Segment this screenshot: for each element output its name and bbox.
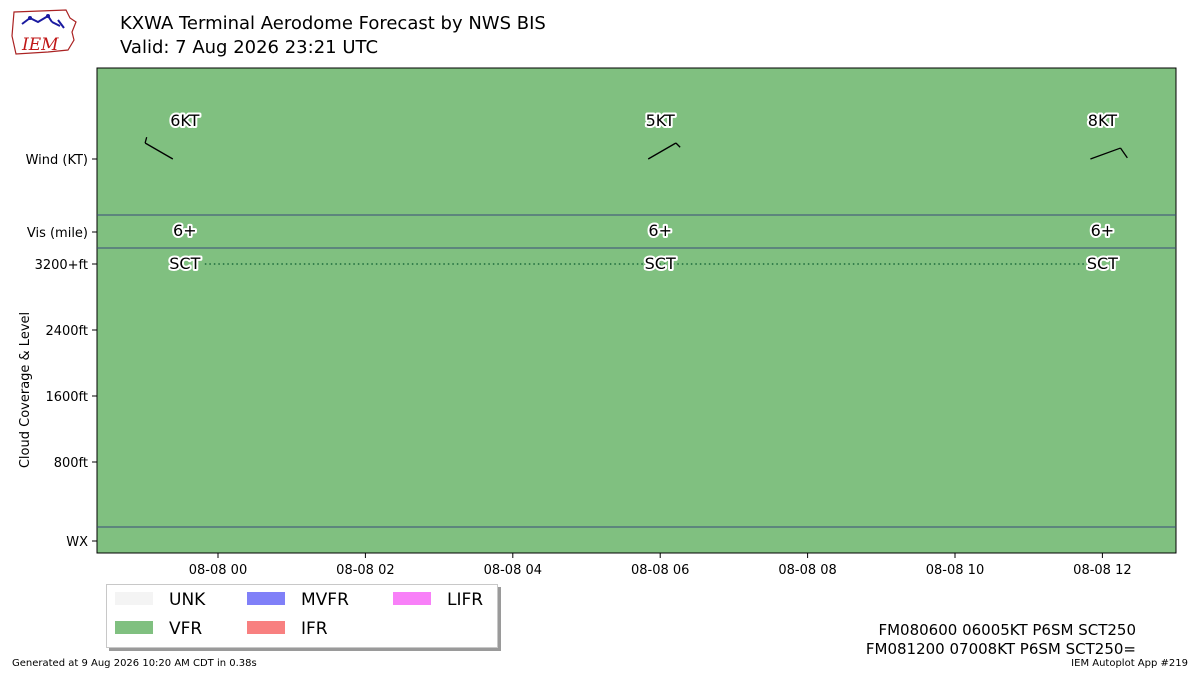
y-axis-label: Cloud Coverage & Level [18,312,33,468]
x-tick-label: 08-08 00 [189,563,247,578]
legend-item-lifr: LIFR [393,590,483,610]
legend-swatch-unk [115,592,153,605]
title-line-1: KXWA Terminal Aerodome Forecast by NWS B… [120,13,546,34]
legend-swatch-ifr [247,621,285,634]
legend: UNK MVFR LIFR VFR IFR [106,584,498,648]
legend-item-ifr: IFR [247,619,328,639]
x-tick-label: 08-08 02 [336,563,394,578]
x-axis: 08-08 00 08-08 02 08-08 04 08-08 06 08-08 08… [189,553,1132,578]
cloud-label: SCT [1087,254,1118,273]
wind-label: 8KT [1088,111,1117,130]
taf-line-2: FM081200 07008KT P6SM SCT250= [865,640,1136,658]
visibility-label: 6+ [648,221,672,240]
forecast-2: 8KT 6+ SCT [1085,109,1128,275]
wind-label: 6KT [170,111,199,130]
legend-label-mvfr: MVFR [301,590,349,610]
x-tick-label: 08-08 10 [926,563,984,578]
wind-barb-staff [144,142,174,160]
wind-barb-flag [675,142,681,148]
wind-barb-flag [144,137,148,144]
legend-label-unk: UNK [169,590,206,610]
legend-label-ifr: IFR [301,619,328,639]
chart-title: KXWA Terminal Aerodome Forecast by NWS B… [120,12,546,60]
y-tick-label: 3200+ft [35,258,88,273]
legend-label-vfr: VFR [169,619,203,639]
y-tick-label: Vis (mile) [27,226,88,241]
legend-swatch-lifr [393,592,431,605]
legend-item-vfr: VFR [115,619,202,639]
legend-swatch-vfr [115,621,153,634]
y-axis: Wind (KT) Vis (mile) 3200+ft 2400ft 1600ft 80… [26,153,97,550]
wind-label: 5KT [646,111,675,130]
row-dividers [97,214,1176,528]
taf-line-1: FM080600 06005KT P6SM SCT250 [878,621,1136,639]
x-tick-label: 08-08 06 [631,563,689,578]
y-tick-label: 1600ft [45,390,88,405]
forecast-0: 6KT 6+ SCT [144,109,203,275]
visibility-label: 6+ [173,221,197,240]
legend-item-unk: UNK [115,590,205,610]
visibility-label: 6+ [1091,221,1115,240]
logo-text: IEM [21,35,59,55]
x-tick-label: 08-08 12 [1073,563,1131,578]
app-id: IEM Autoplot App #219 [1071,658,1188,669]
vfr-background [96,67,1177,554]
forecast-1: 5KT 6+ SCT [643,109,681,275]
iem-logo: IEM [11,9,77,55]
y-tick-label: Wind (KT) [26,153,88,168]
legend-label-lifr: LIFR [447,590,484,610]
legend-item-mvfr: MVFR [247,590,349,610]
y-tick-label: 2400ft [45,324,88,339]
title-line-2: Valid: 7 Aug 2026 23:21 UTC [120,37,379,58]
x-tick-label: 08-08 04 [484,563,542,578]
plot-area [96,67,1177,554]
y-tick-label: 800ft [54,456,88,471]
taf-text: FM080600 06005KT P6SM SCT250 FM081200 07… [866,621,1136,659]
generated-timestamp: Generated at 9 Aug 2026 10:20 AM CDT in … [12,658,257,669]
forecast-marks: 6KT 6+ SCT 5KT 6+ SCT 8KT 6+ SCT [144,109,1128,275]
cloud-label: SCT [645,254,676,273]
wind-barb-flag [1119,147,1128,159]
y-tick-label: WX [66,535,88,550]
cloud-label: SCT [169,254,200,273]
x-tick-label: 08-08 08 [778,563,836,578]
wind-barb-staff [647,142,677,160]
legend-swatch-mvfr [247,592,285,605]
wind-barb-staff [1090,147,1121,160]
